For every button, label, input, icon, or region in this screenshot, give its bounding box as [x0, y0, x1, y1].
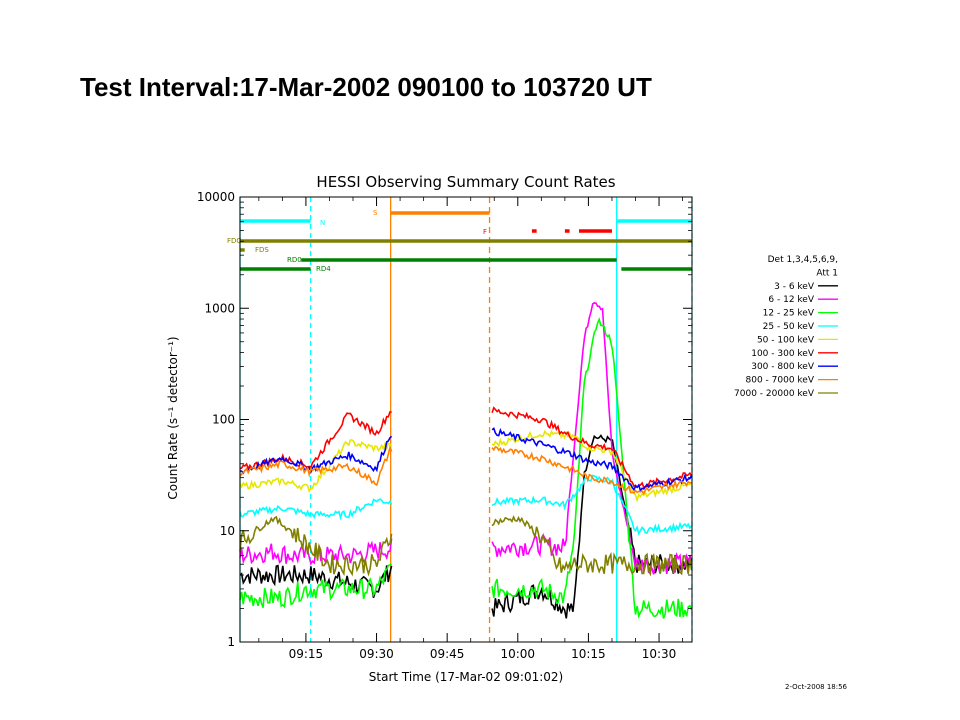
x-tick-label: 09:30	[359, 647, 394, 661]
flag-layer: N S F FDO FDS RD0 RD4	[227, 209, 692, 273]
legend-label-6: 300 - 800 keV	[751, 362, 815, 372]
series-line-8-1	[491, 515, 693, 577]
series-line-4-0	[239, 439, 393, 493]
flag-label-2: F	[483, 228, 487, 236]
series-line-7-1	[491, 445, 692, 496]
flag-label-3: FDO	[227, 237, 242, 245]
axes-layer: 1 10 100 1000 10000 09:15 09:30 09:45 10:00 10:15…	[197, 190, 693, 661]
series-line-3-1	[491, 474, 693, 536]
legend-label-2: 12 - 25 keV	[763, 309, 815, 319]
series-line-2-0	[239, 563, 393, 609]
legend-label-0: 3 - 6 keV	[774, 282, 815, 292]
x-tick-label: 10:00	[500, 647, 535, 661]
series-line-3-0	[239, 498, 393, 521]
plot-timestamp: 2-Oct-2008 18:56	[785, 683, 848, 691]
flag-label-5: RD0	[287, 256, 302, 264]
legend-label-7: 800 - 7000 keV	[746, 376, 815, 386]
series-line-2-1	[491, 317, 693, 619]
legend-label-3: 25 - 50 keV	[763, 322, 815, 332]
flag-label-0: N	[320, 219, 325, 227]
y-tick-label: 10	[220, 524, 235, 538]
x-tick-label: 09:45	[430, 647, 465, 661]
x-axis-label: Start Time (17-Mar-02 09:01:02)	[369, 670, 563, 684]
legend-label-8: 7000 - 20000 keV	[734, 389, 815, 399]
series-line-1-1	[491, 302, 693, 575]
y-tick-label: 10000	[197, 190, 235, 204]
legend-header-0: Det 1,3,4,5,6,9,	[768, 255, 838, 265]
legend-header-1: Att 1	[816, 268, 838, 278]
flag-label-1: S	[373, 209, 378, 217]
series-layer	[239, 302, 693, 619]
series-line-5-1	[491, 406, 693, 489]
series-line-6-1	[491, 427, 693, 493]
plot-area	[240, 197, 692, 642]
x-tick-label: 10:30	[642, 647, 677, 661]
legend-label-4: 50 - 100 keV	[757, 335, 815, 345]
chart-title: HESSI Observing Summary Count Rates	[316, 173, 615, 191]
legend-layer: Det 1,3,4,5,6,9, Att 13 - 6 keV 6 - 12 keV…	[734, 255, 838, 399]
series-line-4-1	[491, 429, 693, 503]
slide-title: Test Interval:17-Mar-2002 090100 to 1037…	[80, 72, 652, 102]
y-axis-label: Count Rate (s⁻¹ detector⁻¹)	[166, 336, 180, 499]
flag-label-6: RD4	[316, 265, 331, 273]
legend-label-1: 6 - 12 keV	[768, 295, 814, 305]
legend-label-5: 100 - 300 keV	[751, 349, 815, 359]
series-line-8-0	[239, 515, 393, 577]
y-tick-label: 1000	[204, 301, 235, 315]
series-line-7-0	[239, 444, 393, 487]
series-line-0-0	[239, 564, 393, 599]
y-tick-label: 100	[212, 413, 235, 427]
flag-label-4: FDS	[255, 246, 269, 254]
plot-frame-layer	[239, 197, 693, 642]
y-tick-label: 1	[227, 635, 235, 649]
series-line-6-0	[239, 435, 393, 475]
x-tick-label: 09:15	[289, 647, 324, 661]
x-tick-label: 10:15	[571, 647, 606, 661]
